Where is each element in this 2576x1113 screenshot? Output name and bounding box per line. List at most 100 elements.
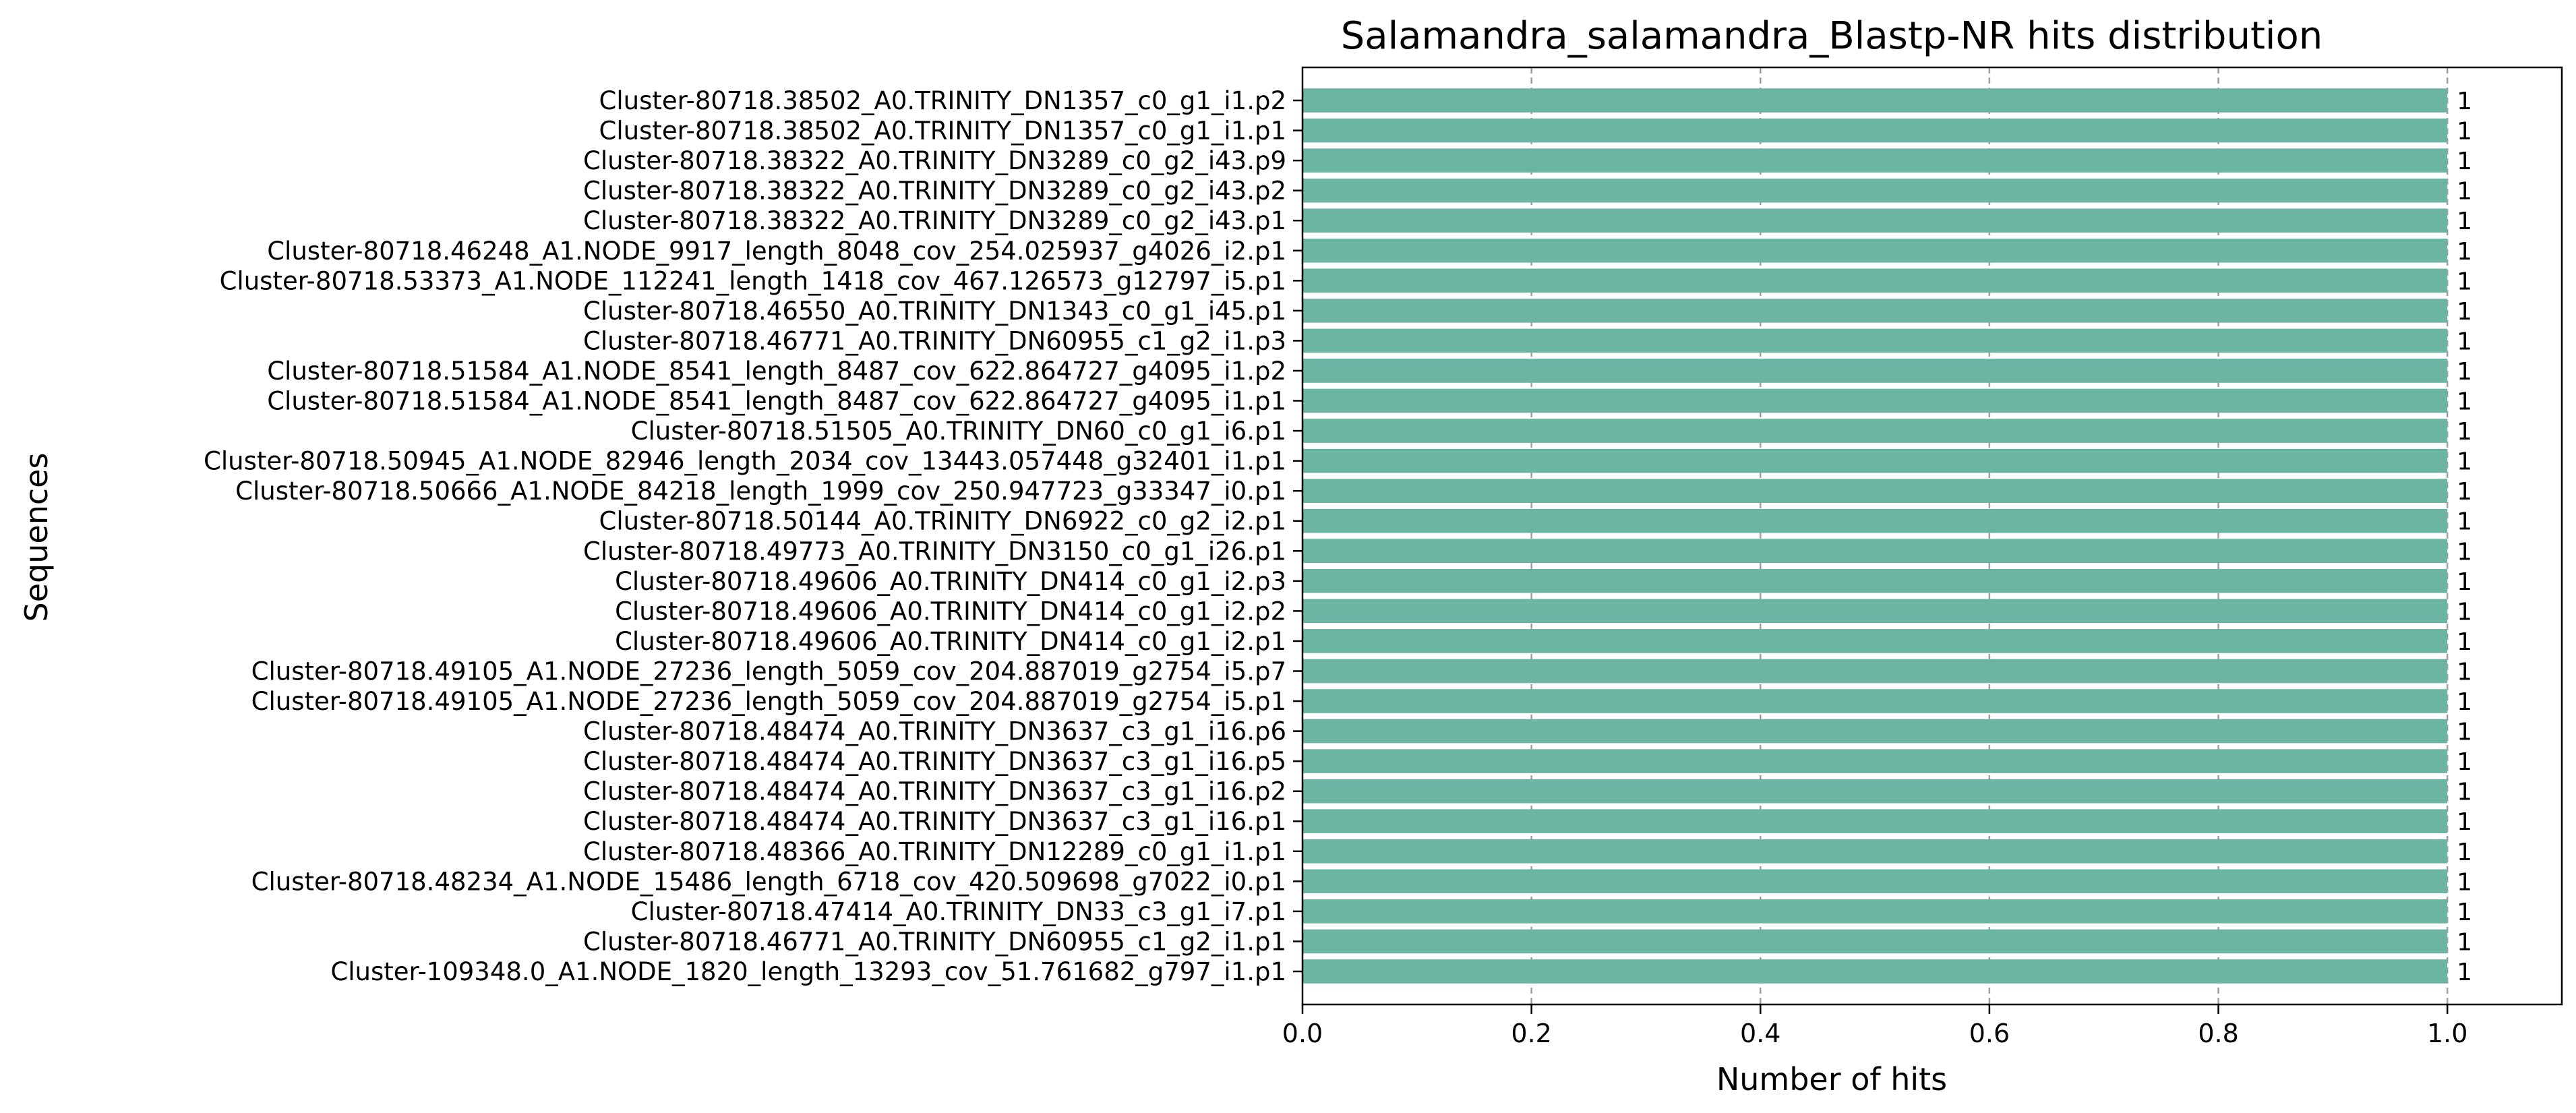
bar xyxy=(1302,719,2448,744)
bar xyxy=(1302,809,2448,834)
category-label: Cluster-80718.38502_A0.TRINITY_DN1357_c0… xyxy=(599,86,1286,115)
data-label: 1 xyxy=(2457,118,2472,146)
category-label: Cluster-80718.38502_A0.TRINITY_DN1357_c0… xyxy=(599,117,1286,146)
bar xyxy=(1302,629,2448,653)
data-label: 1 xyxy=(2457,628,2472,656)
data-label: 1 xyxy=(2457,568,2472,596)
data-label: 1 xyxy=(2457,688,2472,716)
data-label: 1 xyxy=(2457,328,2472,355)
category-label: Cluster-80718.38322_A0.TRINITY_DN3289_c0… xyxy=(583,146,1286,175)
category-label: Cluster-80718.49606_A0.TRINITY_DN414_c0_… xyxy=(615,627,1286,656)
data-label: 1 xyxy=(2457,268,2472,295)
data-label: 1 xyxy=(2457,298,2472,326)
data-label: 1 xyxy=(2457,959,2472,986)
category-label: Cluster-80718.49606_A0.TRINITY_DN414_c0_… xyxy=(615,567,1286,596)
bar xyxy=(1302,689,2448,713)
data-label: 1 xyxy=(2457,148,2472,175)
bar xyxy=(1302,448,2448,473)
x-tick-label: 1.0 xyxy=(2427,1019,2467,1048)
data-label: 1 xyxy=(2457,839,2472,866)
bar xyxy=(1302,508,2448,533)
data-label: 1 xyxy=(2457,178,2472,206)
bar xyxy=(1302,388,2448,413)
category-label: Cluster-80718.51584_A1.NODE_8541_length_… xyxy=(267,357,1286,386)
category-label: Cluster-80718.48366_A0.TRINITY_DN12289_c… xyxy=(583,837,1286,866)
x-tick-label: 0.4 xyxy=(1740,1019,1780,1048)
data-label: 1 xyxy=(2457,928,2472,956)
bar xyxy=(1302,479,2448,503)
data-label: 1 xyxy=(2457,508,2472,536)
bar xyxy=(1302,208,2448,233)
bar xyxy=(1302,419,2448,443)
data-label: 1 xyxy=(2457,418,2472,446)
bar xyxy=(1302,88,2448,113)
chart-title: Salamandra_salamandra_Blastp-NR hits dis… xyxy=(1341,14,2323,58)
bar xyxy=(1302,238,2448,263)
category-label: Cluster-80718.48234_A1.NODE_15486_length… xyxy=(251,867,1286,896)
category-label: Cluster-80718.48474_A0.TRINITY_DN3637_c3… xyxy=(583,747,1286,776)
category-label: Cluster-80718.48474_A0.TRINITY_DN3637_c3… xyxy=(583,807,1286,836)
bar xyxy=(1302,749,2448,773)
bars xyxy=(1302,88,2448,984)
x-axis-label: Number of hits xyxy=(1716,1061,1947,1097)
bar xyxy=(1302,599,2448,624)
category-label: Cluster-109348.0_A1.NODE_1820_length_132… xyxy=(330,957,1286,986)
x-axis-ticks: 0.0 0.2 0.4 0.6 0.8 1.0 xyxy=(1282,1004,2467,1048)
data-label: 1 xyxy=(2457,868,2472,896)
x-tick-label: 0.8 xyxy=(2198,1019,2238,1048)
category-labels: Cluster-80718.38502_A0.TRINITY_DN1357_c0… xyxy=(204,86,1302,986)
data-label: 1 xyxy=(2457,448,2472,476)
data-label: 1 xyxy=(2457,779,2472,806)
category-label: Cluster-80718.46550_A0.TRINITY_DN1343_c0… xyxy=(583,297,1286,326)
data-label: 1 xyxy=(2457,358,2472,386)
category-label: Cluster-80718.47414_A0.TRINITY_DN33_c3_g… xyxy=(631,897,1286,926)
category-label: Cluster-80718.49105_A1.NODE_27236_length… xyxy=(251,657,1286,686)
category-label: Cluster-80718.46771_A0.TRINITY_DN60955_c… xyxy=(583,326,1286,355)
bar xyxy=(1302,959,2448,984)
category-label: Cluster-80718.53373_A1.NODE_112241_lengt… xyxy=(220,266,1286,295)
category-label: Cluster-80718.49105_A1.NODE_27236_length… xyxy=(251,687,1286,716)
x-tick-label: 0.0 xyxy=(1282,1019,1323,1048)
data-label: 1 xyxy=(2457,598,2472,626)
grid-lines xyxy=(1530,67,2449,1004)
bar xyxy=(1302,929,2448,954)
bar xyxy=(1302,569,2448,593)
bar xyxy=(1302,839,2448,864)
data-label: 1 xyxy=(2457,899,2472,926)
bar xyxy=(1302,328,2448,353)
category-label: Cluster-80718.46248_A1.NODE_9917_length_… xyxy=(267,237,1286,266)
category-label: Cluster-80718.49606_A0.TRINITY_DN414_c0_… xyxy=(615,597,1286,626)
category-label: Cluster-80718.50144_A0.TRINITY_DN6922_c0… xyxy=(599,507,1286,536)
category-label: Cluster-80718.50666_A1.NODE_84218_length… xyxy=(235,477,1286,506)
bar xyxy=(1302,899,2448,924)
bar xyxy=(1302,268,2448,293)
data-label: 1 xyxy=(2457,238,2472,266)
category-label: Cluster-80718.48474_A0.TRINITY_DN3637_c3… xyxy=(583,777,1286,806)
data-label: 1 xyxy=(2457,748,2472,776)
data-label: 1 xyxy=(2457,208,2472,235)
bar xyxy=(1302,779,2448,804)
bar xyxy=(1302,178,2448,203)
data-label: 1 xyxy=(2457,719,2472,746)
data-label: 1 xyxy=(2457,808,2472,836)
bar xyxy=(1302,359,2448,383)
category-label: Cluster-80718.38322_A0.TRINITY_DN3289_c0… xyxy=(583,206,1286,235)
bar xyxy=(1302,148,2448,173)
data-label: 1 xyxy=(2457,478,2472,506)
x-tick-label: 0.2 xyxy=(1511,1019,1551,1048)
data-label: 1 xyxy=(2457,658,2472,686)
category-label: Cluster-80718.50945_A1.NODE_82946_length… xyxy=(204,447,1286,476)
data-label: 1 xyxy=(2457,388,2472,416)
data-label: 1 xyxy=(2457,88,2472,115)
bar xyxy=(1302,299,2448,323)
bar xyxy=(1302,869,2448,894)
category-label: Cluster-80718.48474_A0.TRINITY_DN3637_c3… xyxy=(583,717,1286,746)
category-label: Cluster-80718.49773_A0.TRINITY_DN3150_c0… xyxy=(583,537,1286,566)
category-label: Cluster-80718.51584_A1.NODE_8541_length_… xyxy=(267,387,1286,416)
category-label: Cluster-80718.46771_A0.TRINITY_DN60955_c… xyxy=(583,927,1286,956)
data-label: 1 xyxy=(2457,538,2472,566)
y-axis-label: Sequences xyxy=(18,453,55,622)
category-label: Cluster-80718.38322_A0.TRINITY_DN3289_c0… xyxy=(583,177,1286,206)
